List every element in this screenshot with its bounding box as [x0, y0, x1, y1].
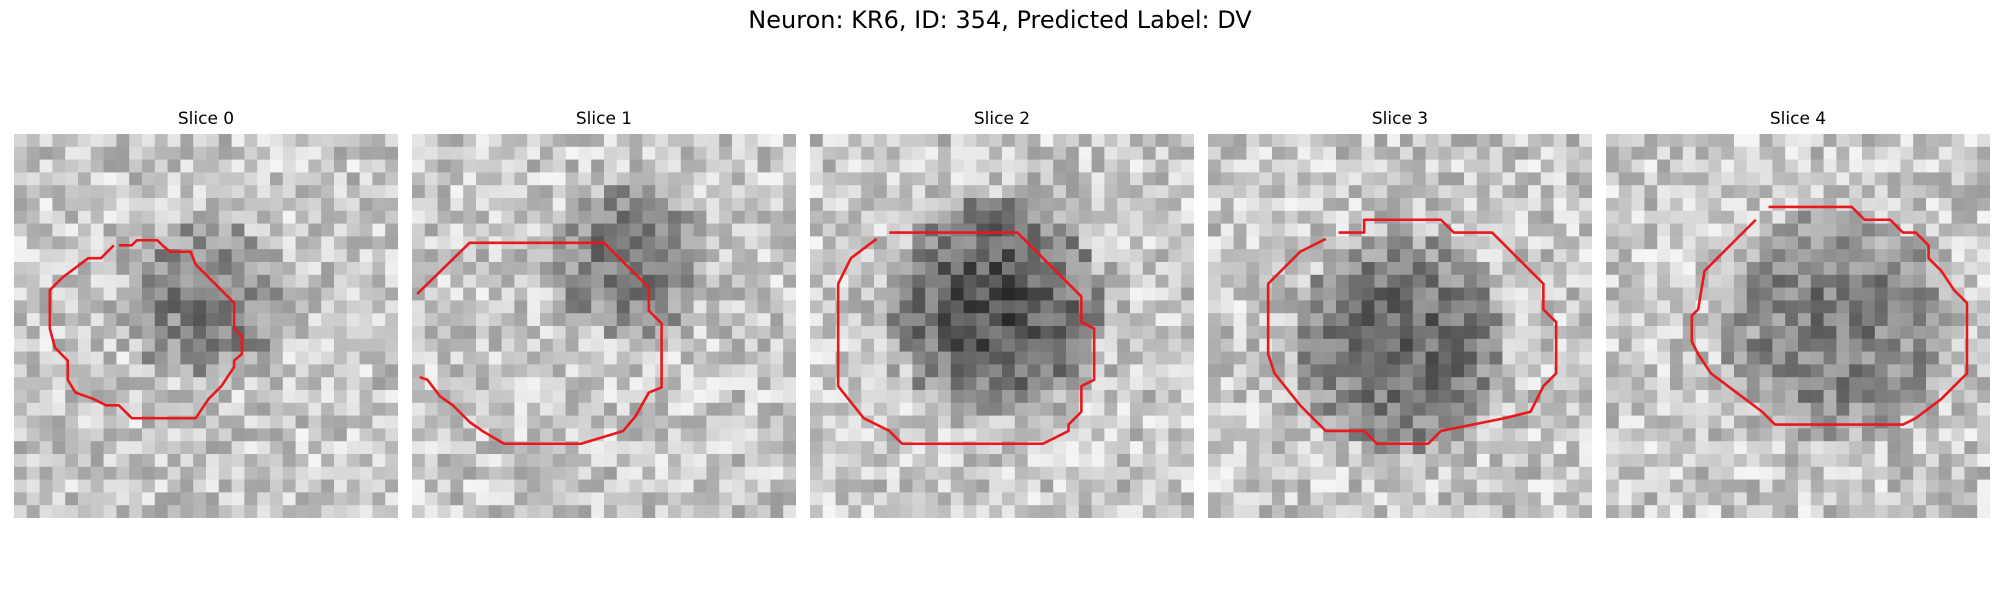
- slice-title: Slice 4: [1769, 109, 1827, 129]
- slice-title: Slice 1: [575, 109, 633, 129]
- roi-contour: [1268, 220, 1556, 444]
- figure-title: Neuron: KR6, ID: 354, Predicted Label: D…: [748, 6, 1252, 34]
- slice-title: Slice 0: [177, 109, 235, 129]
- roi-contour: [417, 243, 661, 444]
- microscopy-slice-image: [810, 134, 1194, 518]
- slice-panel-3: Slice 3: [1208, 108, 1592, 518]
- slice-panel-2: Slice 2: [810, 108, 1194, 518]
- slice-title: Slice 3: [1371, 109, 1429, 129]
- slice-panel-4: Slice 4: [1606, 108, 1990, 518]
- slice-panel-0: Slice 0: [14, 108, 398, 518]
- microscopy-slice-image: [14, 134, 398, 518]
- roi-contour: [50, 240, 242, 418]
- microscopy-slice-image: [412, 134, 796, 518]
- slice-title: Slice 2: [973, 109, 1031, 129]
- roi-contour: [1692, 207, 1967, 425]
- slice-panel-1: Slice 1: [412, 108, 796, 518]
- roi-contour: [838, 233, 1094, 444]
- microscopy-slice-image: [1606, 134, 1990, 518]
- microscopy-slice-image: [1208, 134, 1592, 518]
